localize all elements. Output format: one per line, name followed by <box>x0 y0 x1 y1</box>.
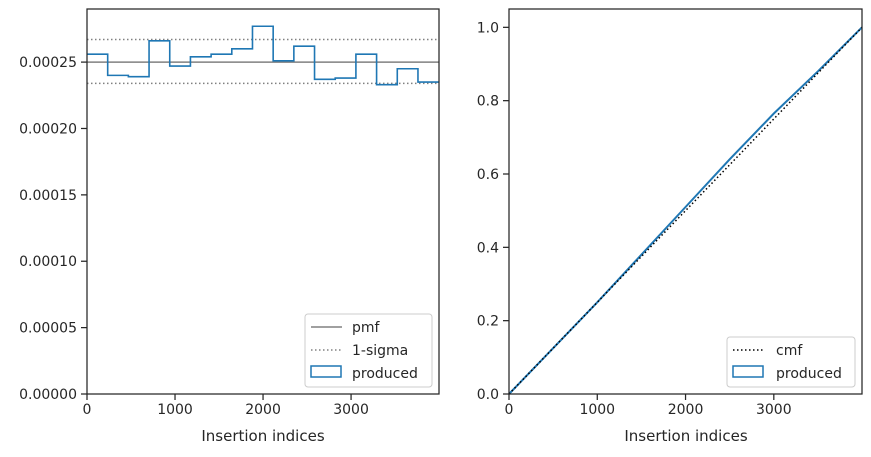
right-x-tick-label: 2000 <box>668 402 704 418</box>
right-legend: cmf produced <box>726 336 856 388</box>
left-y-ticks: 0.00000 0.00005 0.00010 0.00015 0.00020 0.000… <box>19 55 87 403</box>
legend-pmf-label: pmf <box>352 320 381 336</box>
legend-produced-label-right: produced <box>776 366 842 382</box>
right-legend-box <box>726 336 856 388</box>
cmf-line <box>508 26 863 395</box>
right-y-tick-label: 1.0 <box>477 20 499 36</box>
right-y-tick-label: 0.2 <box>477 314 499 330</box>
right-x-tick-label: 0 <box>505 402 514 418</box>
right-series-lines <box>508 26 863 395</box>
left-legend: pmf 1-sigma produced <box>304 313 433 388</box>
legend-produced-swatch-right <box>732 365 764 378</box>
left-legend-box <box>304 313 433 388</box>
right-y-tick-label: 0.6 <box>477 167 499 183</box>
left-y-tick-label: 0.00010 <box>19 254 77 270</box>
right-x-ticks: 0 1000 2000 3000 <box>505 394 792 418</box>
right-y-tick-label: 0.4 <box>477 240 499 256</box>
left-y-tick-label: 0.00005 <box>19 321 77 337</box>
right-y-ticks: 0.0 0.2 0.4 0.6 0.8 1.0 <box>477 20 509 403</box>
left-x-tick-label: 1000 <box>157 402 193 418</box>
left-produced-step <box>87 25 439 86</box>
produced-histogram-step <box>87 25 439 86</box>
left-x-tick-label: 2000 <box>245 402 281 418</box>
left-x-tick-label: 3000 <box>333 402 369 418</box>
left-x-tick-label: 0 <box>83 402 92 418</box>
left-reference-lines <box>87 38 439 85</box>
legend-cmf-label: cmf <box>776 343 803 359</box>
right-y-tick-label: 0.0 <box>477 387 499 403</box>
right-x-tick-label: 3000 <box>756 402 792 418</box>
legend-1-sigma-label: 1-sigma <box>352 343 408 359</box>
right-x-axis-label: Insertion indices <box>624 427 747 445</box>
legend-produced-swatch <box>310 365 342 378</box>
left-y-tick-label: 0.00025 <box>19 55 77 71</box>
left-y-tick-label: 0.00000 <box>19 387 77 403</box>
cumulative-panel: 0 1000 2000 3000 0.0 0.2 0.4 0.6 0.8 1.0 Inserti… <box>477 8 863 445</box>
right-x-tick-label: 1000 <box>579 402 615 418</box>
legend-produced-label: produced <box>352 366 418 382</box>
left-y-tick-label: 0.00020 <box>19 121 77 137</box>
histogram-panel: 0 1000 2000 3000 0.000000.000050.000100.000… <box>19 8 440 445</box>
right-plot-area <box>509 9 862 394</box>
right-y-tick-label: 0.8 <box>477 94 499 110</box>
left-x-axis-label: Insertion indices <box>201 427 324 445</box>
left-y-tick-label: 0.00015 <box>19 188 77 204</box>
left-x-ticks: 0 1000 2000 3000 <box>83 394 369 418</box>
